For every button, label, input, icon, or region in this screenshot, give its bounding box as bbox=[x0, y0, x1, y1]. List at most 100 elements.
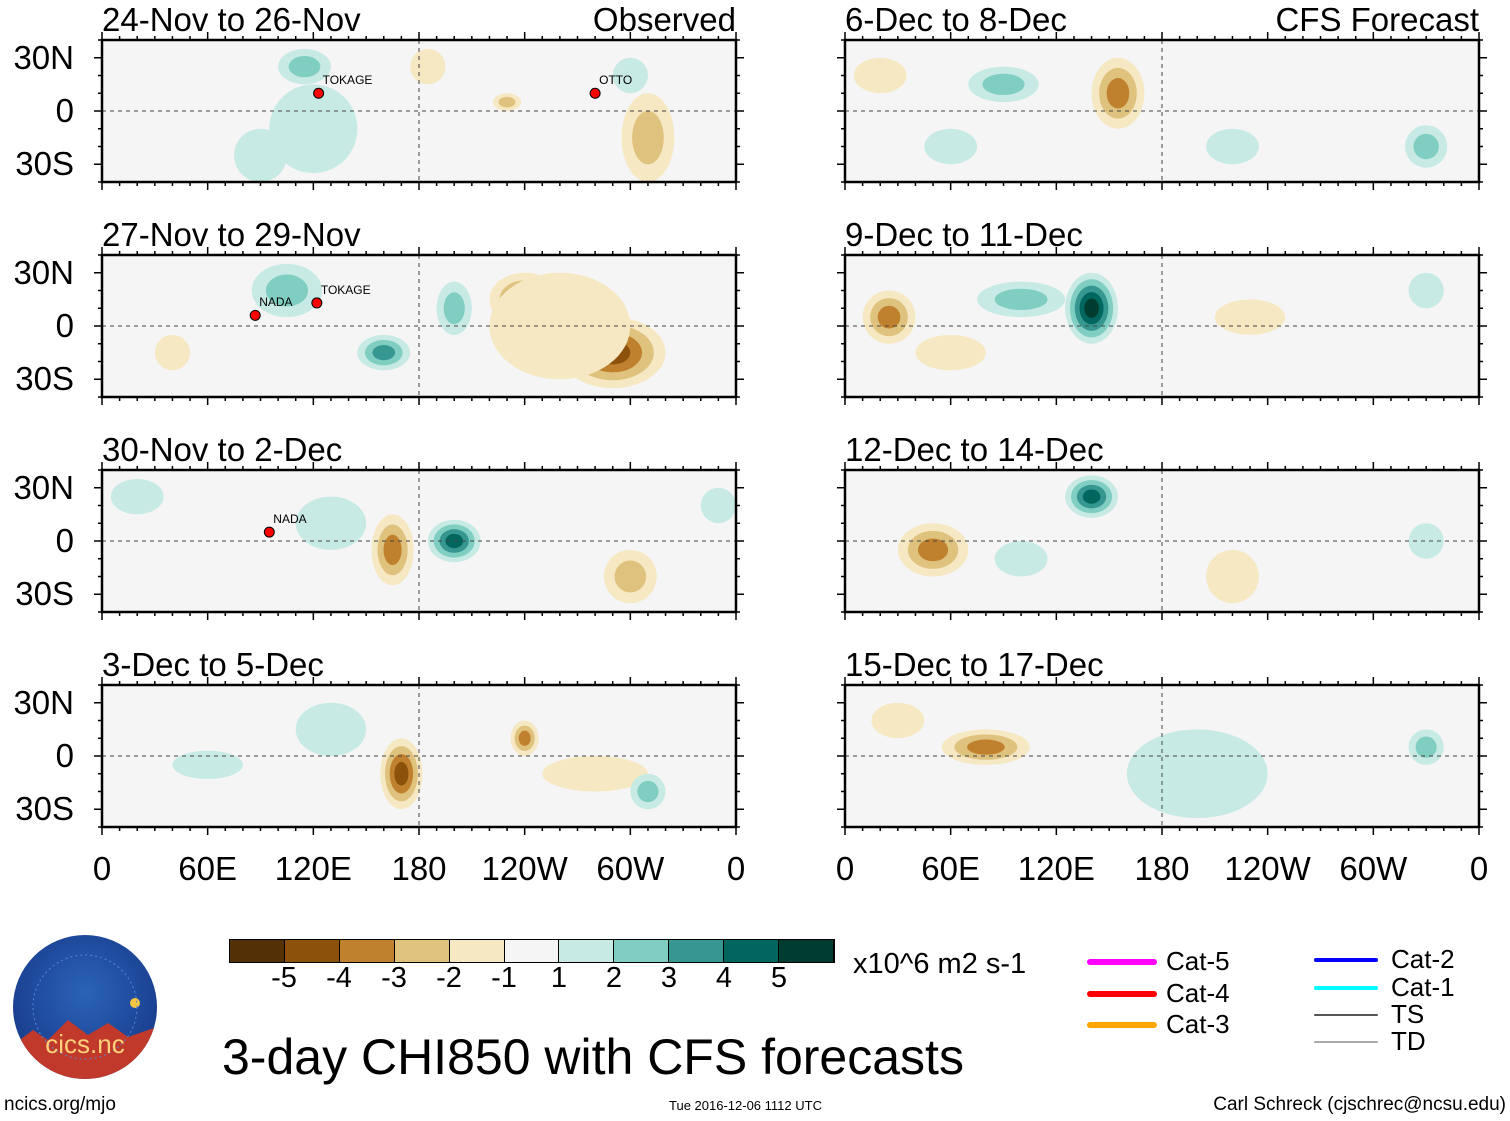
lat-tick-label: 30N bbox=[13, 468, 74, 506]
map-panel bbox=[94, 677, 744, 835]
anomaly-contour bbox=[269, 84, 358, 174]
anomaly-contour bbox=[924, 128, 978, 165]
anomaly-contour bbox=[383, 534, 402, 566]
anomaly-contour bbox=[871, 702, 925, 739]
anomaly-contour bbox=[1084, 298, 1099, 318]
panel-title: 27-Nov to 29-Nov bbox=[102, 216, 361, 253]
anomaly-contour bbox=[1415, 736, 1437, 758]
storm-label: OTTO bbox=[599, 73, 633, 88]
colorbar-label: 2 bbox=[605, 962, 623, 994]
panel-title: 6-Dec to 8-Dec bbox=[845, 1, 1067, 38]
legend-line-cat-3 bbox=[1087, 1022, 1157, 1028]
anomaly-contour bbox=[982, 73, 1025, 96]
lon-tick-label: 180 bbox=[1134, 850, 1190, 887]
anomaly-contour bbox=[637, 780, 659, 803]
anomaly-contour bbox=[110, 478, 164, 515]
colorbar-swatch bbox=[449, 940, 505, 962]
colorbar-swatch bbox=[284, 940, 340, 962]
lat-tick-label: 30S bbox=[15, 575, 74, 613]
storm-track-marker bbox=[589, 87, 601, 99]
lat-tick-label: 30S bbox=[15, 360, 74, 398]
colorbar-label: -3 bbox=[381, 962, 407, 994]
anomaly-contour bbox=[967, 739, 1005, 755]
footer-author: Carl Schreck (cjschrec@ncsu.edu) bbox=[1213, 1094, 1506, 1115]
colorbar-swatch bbox=[504, 940, 560, 962]
anomaly-contour bbox=[498, 96, 516, 108]
lon-tick-label: 60E bbox=[921, 850, 981, 887]
lat-tick-label: 0 bbox=[55, 522, 74, 559]
lat-tick-label: 0 bbox=[55, 92, 74, 129]
legend-label: TD bbox=[1391, 1026, 1426, 1056]
colorbar-swatch bbox=[779, 940, 834, 962]
map-panel bbox=[837, 462, 1487, 620]
colorbar-swatch bbox=[669, 940, 725, 962]
anomaly-contour bbox=[1106, 78, 1130, 109]
anomaly-contour bbox=[1206, 128, 1259, 165]
anomaly-contour bbox=[632, 111, 664, 165]
storm-track-marker bbox=[263, 526, 275, 538]
anomaly-contour bbox=[443, 292, 465, 325]
lon-tick-label: 60W bbox=[1339, 850, 1408, 887]
panel-title: 9-Dec to 11-Dec bbox=[845, 216, 1083, 253]
logo-text: cics.nc bbox=[45, 1029, 125, 1059]
footer-url[interactable]: ncics.org/mjo bbox=[4, 1094, 116, 1115]
colorbar-label: 3 bbox=[660, 962, 678, 994]
legend-line-cat-1 bbox=[1314, 986, 1378, 990]
anomaly-contour bbox=[700, 487, 736, 524]
anomaly-contour bbox=[265, 274, 309, 307]
colorbar-label: -4 bbox=[326, 962, 352, 994]
anomaly-contour bbox=[172, 750, 243, 780]
anomaly-contour bbox=[877, 305, 901, 329]
lon-tick-label: 0 bbox=[835, 850, 855, 887]
colorbar-label: -2 bbox=[436, 962, 462, 994]
storm-track-marker bbox=[311, 297, 323, 309]
anomaly-contour bbox=[295, 496, 367, 550]
anomaly-contour bbox=[394, 761, 409, 786]
storm-track-marker bbox=[313, 87, 325, 99]
column-header: CFS Forecast bbox=[1275, 1, 1479, 38]
anomaly-contour bbox=[994, 288, 1048, 311]
anomaly-contour bbox=[1082, 489, 1101, 504]
anomaly-contour bbox=[614, 560, 647, 593]
legend-line-cat-5 bbox=[1087, 959, 1157, 965]
colorbar-swatch bbox=[724, 940, 780, 962]
lon-tick-label: 120W bbox=[1224, 850, 1311, 887]
colorbar-swatch bbox=[394, 940, 450, 962]
colorbar bbox=[229, 939, 835, 963]
lon-tick-label: 120W bbox=[481, 850, 568, 887]
map-panel bbox=[837, 32, 1487, 190]
anomaly-contour bbox=[295, 702, 367, 756]
anomaly-contour bbox=[372, 345, 396, 361]
anomaly-contour bbox=[1206, 549, 1259, 604]
legend-label: Cat-4 bbox=[1166, 978, 1230, 1008]
anomaly-contour bbox=[410, 48, 446, 85]
colorbar-label: -5 bbox=[271, 962, 297, 994]
map-panel bbox=[94, 462, 744, 620]
figure-title: 3-day CHI850 with CFS forecasts bbox=[222, 1029, 964, 1085]
anomaly-contour bbox=[915, 334, 986, 371]
storm-label: NADA bbox=[259, 295, 293, 310]
colorbar-units: x10^6 m2 s-1 bbox=[853, 948, 1027, 980]
map-panel bbox=[837, 247, 1487, 405]
lat-tick-label: 30S bbox=[15, 790, 74, 828]
colorbar-label: 5 bbox=[770, 962, 788, 994]
lat-tick-label: 30N bbox=[13, 253, 74, 291]
colorbar-label: 4 bbox=[715, 962, 733, 994]
anomaly-contour bbox=[1214, 299, 1286, 335]
lon-tick-label: 0 bbox=[1469, 850, 1489, 887]
lon-tick-label: 0 bbox=[726, 850, 746, 887]
lon-tick-label: 60W bbox=[596, 850, 665, 887]
map-panel bbox=[94, 32, 744, 190]
anomaly-contour bbox=[518, 730, 531, 746]
colorbar-label: -1 bbox=[491, 962, 517, 994]
anomaly-contour bbox=[542, 756, 648, 792]
legend-label: Cat-3 bbox=[1166, 1009, 1230, 1039]
lat-tick-label: 0 bbox=[55, 737, 74, 774]
anomaly-contour bbox=[612, 57, 648, 94]
anomaly-contour bbox=[1413, 133, 1439, 160]
anomaly-contour bbox=[154, 334, 191, 371]
panel-title: 30-Nov to 2-Dec bbox=[102, 431, 343, 468]
map-panel bbox=[94, 247, 744, 405]
cics-logo: cics.nc bbox=[13, 935, 157, 1079]
panel-title: 24-Nov to 26-Nov bbox=[102, 1, 361, 38]
